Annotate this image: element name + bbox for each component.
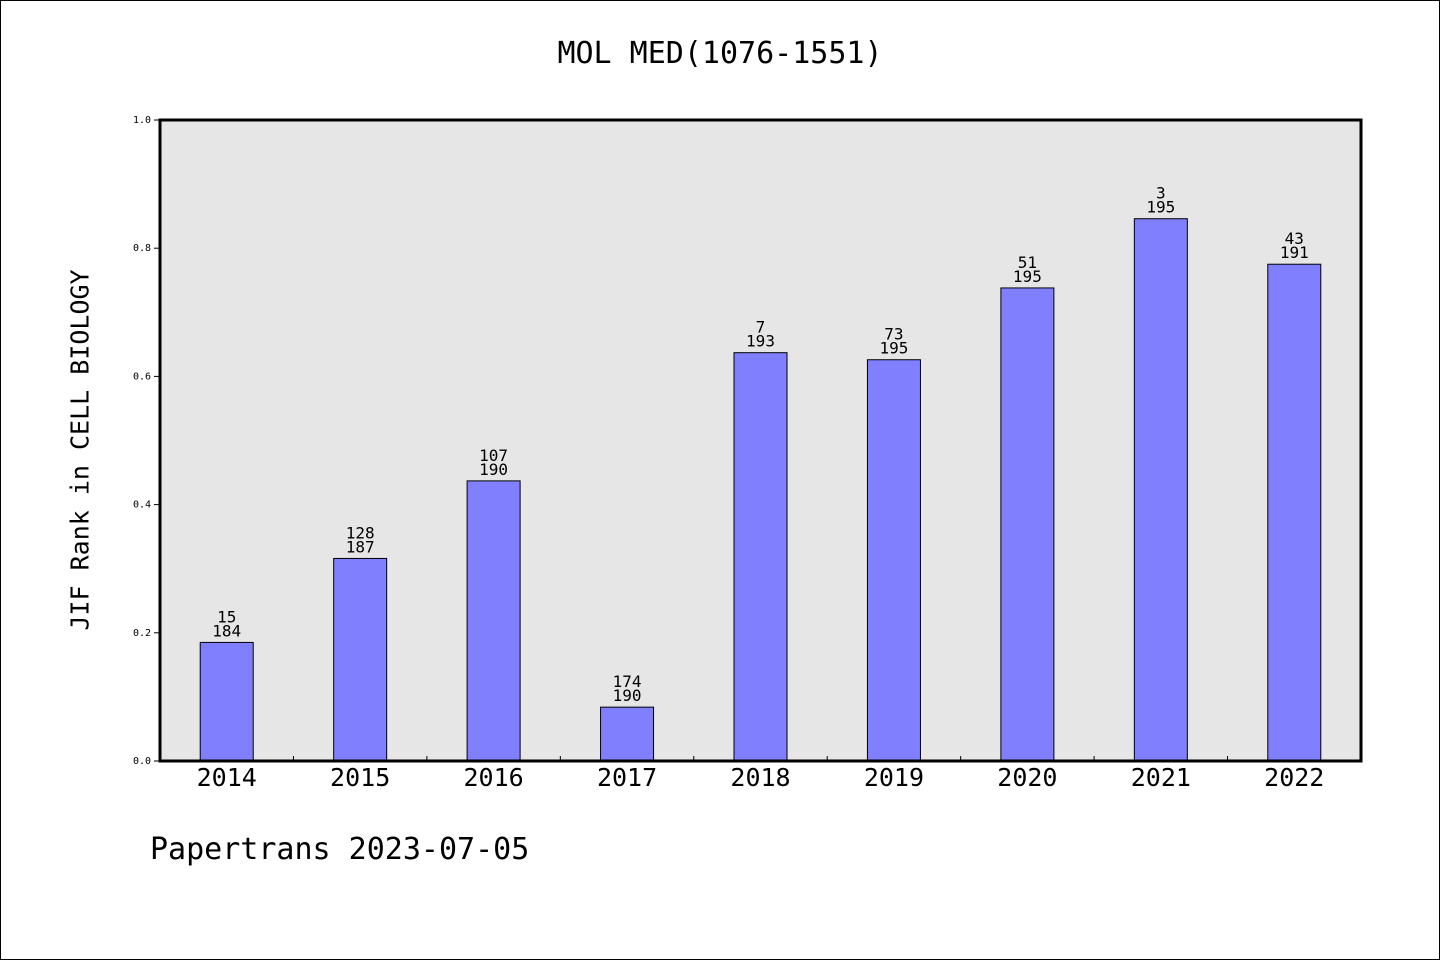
x-tick-label-2016: 2016 (464, 763, 524, 792)
bar-label-rank-2022: 43 (1285, 229, 1304, 248)
y-tick-label: 0.8 (133, 243, 151, 254)
bar-2015 (333, 557, 388, 762)
bar-2021 (1133, 218, 1188, 762)
bar-label-total-2019: 195 (879, 339, 908, 358)
bar-label-rank-2015: 128 (346, 523, 375, 542)
x-tick-label-2021: 2021 (1131, 763, 1191, 792)
bar-label-rank-2021: 3 (1156, 184, 1166, 203)
bar-label-rank-2018: 7 (756, 318, 766, 337)
bar-2022 (1267, 263, 1322, 762)
y-tick-label: 0.4 (133, 500, 151, 511)
bar-label-rank-2020: 51 (1018, 253, 1037, 272)
x-tick-label-2022: 2022 (1264, 763, 1324, 792)
bar-2016 (466, 480, 521, 762)
bar-2019 (866, 359, 921, 762)
bar-2018 (733, 352, 788, 762)
x-tick-label-2020: 2020 (997, 763, 1057, 792)
bar-label-rank-2014: 15 (217, 607, 236, 626)
bar-label-rank-2016: 107 (479, 446, 508, 465)
chart-title: MOL MED(1076-1551) (557, 36, 883, 71)
y-tick-label: 0.0 (133, 756, 151, 767)
bar-label-total-2015: 187 (346, 537, 375, 556)
bar-2017 (600, 706, 655, 762)
x-tick-label-2018: 2018 (730, 763, 790, 792)
plot-border (158, 118, 1363, 763)
bar-label-rank-2019: 73 (884, 325, 903, 344)
bar-label-total-2020: 195 (1013, 267, 1042, 286)
bar-label-total-2022: 191 (1280, 243, 1309, 262)
y-tick-label: 1.0 (133, 115, 151, 126)
y-tick-label: 0.6 (133, 371, 151, 382)
y-tick-label: 0.2 (133, 628, 151, 639)
bar-label-total-2014: 184 (212, 621, 241, 640)
footer-watermark: Papertrans 2023-07-05 (150, 832, 530, 867)
bar-2014 (199, 641, 254, 762)
x-tick-label-2015: 2015 (330, 763, 390, 792)
x-tick-label-2017: 2017 (597, 763, 657, 792)
bar-label-total-2021: 195 (1146, 198, 1175, 217)
bar-label-total-2016: 190 (479, 460, 508, 479)
bar-label-total-2018: 193 (746, 332, 775, 351)
bar-label-rank-2017: 174 (613, 672, 642, 691)
bar-2020 (1000, 287, 1055, 762)
bar-label-total-2017: 190 (613, 686, 642, 705)
x-tick-label-2019: 2019 (864, 763, 924, 792)
x-tick-label-2014: 2014 (197, 763, 257, 792)
